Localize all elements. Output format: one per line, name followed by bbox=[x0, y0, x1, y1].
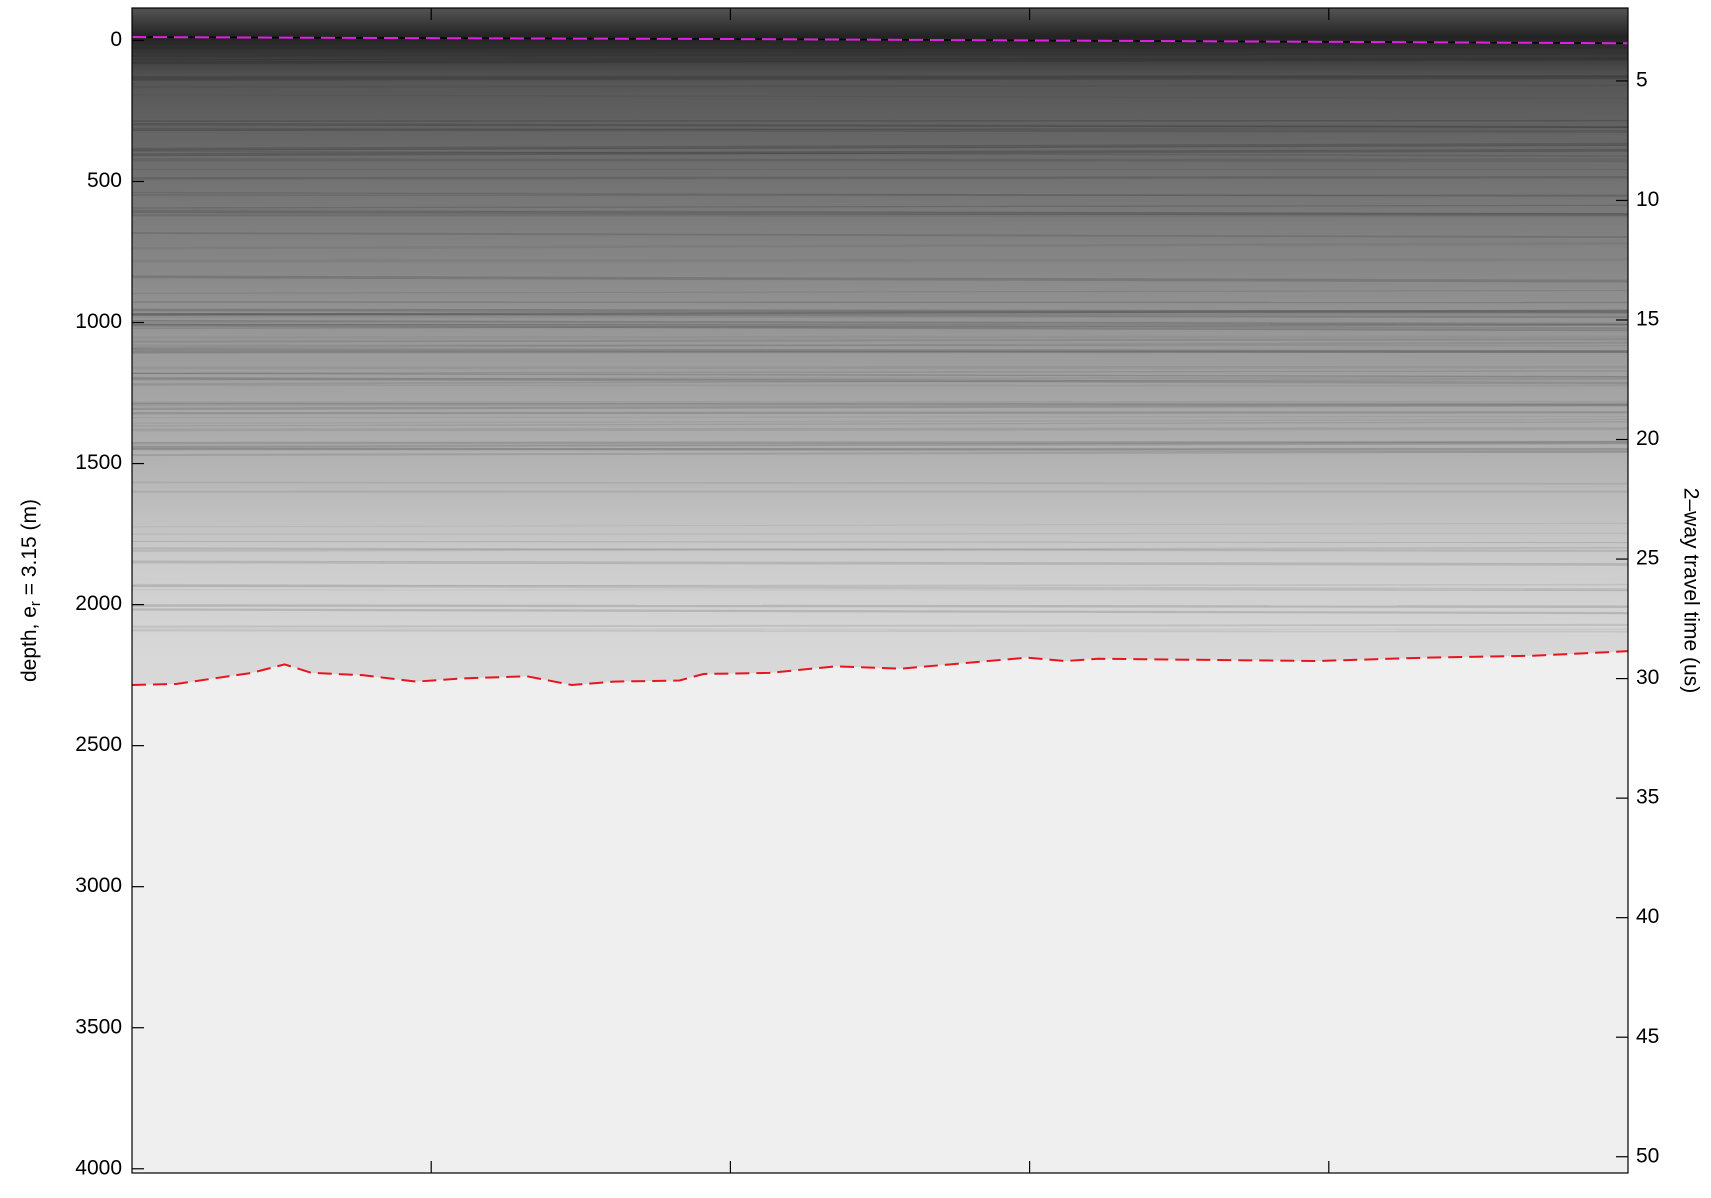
y-tick-label: 1000 bbox=[75, 310, 122, 333]
layer bbox=[132, 77, 1628, 78]
y2-tick-label: 10 bbox=[1636, 188, 1659, 211]
y2-tick-label: 40 bbox=[1636, 905, 1659, 928]
y2-tick-label: 35 bbox=[1636, 786, 1659, 809]
y2-tick-label: 15 bbox=[1636, 308, 1659, 331]
y-tick-label: 3500 bbox=[75, 1015, 122, 1038]
y2-tick-label: 20 bbox=[1636, 427, 1659, 450]
layer bbox=[132, 215, 1628, 216]
layer bbox=[132, 177, 1628, 178]
y-tick-label: 4000 bbox=[75, 1156, 122, 1179]
y2-axis-label: 2–way travel time (us) bbox=[1679, 488, 1702, 693]
y-tick-label: 500 bbox=[87, 169, 122, 192]
layer bbox=[132, 337, 1628, 338]
layer bbox=[132, 260, 1628, 261]
layer bbox=[132, 533, 1628, 534]
layer bbox=[132, 385, 1628, 386]
layer bbox=[132, 352, 1628, 353]
y-tick-label: 1500 bbox=[75, 451, 122, 474]
y2-tick-label: 25 bbox=[1636, 547, 1659, 570]
layer bbox=[132, 310, 1628, 312]
y-axis-label: depth, er = 3.15 (m) bbox=[18, 499, 44, 682]
layer bbox=[132, 442, 1628, 443]
y-tick-label: 2500 bbox=[75, 733, 122, 756]
y-tick-label: 0 bbox=[110, 28, 122, 51]
y2-tick-label: 45 bbox=[1636, 1025, 1659, 1048]
layer bbox=[132, 159, 1628, 161]
y-tick-label: 3000 bbox=[75, 874, 122, 897]
layer bbox=[132, 302, 1628, 303]
layer bbox=[132, 631, 1628, 632]
layer bbox=[132, 121, 1628, 122]
y2-tick-label: 30 bbox=[1636, 666, 1659, 689]
y2-tick-label: 50 bbox=[1636, 1144, 1659, 1167]
layer bbox=[132, 367, 1628, 368]
basal-region bbox=[132, 651, 1628, 1173]
layer bbox=[132, 429, 1628, 430]
layer bbox=[132, 402, 1628, 403]
layer bbox=[132, 605, 1628, 606]
layer bbox=[132, 412, 1628, 413]
y-tick-label: 2000 bbox=[75, 592, 122, 615]
y2-tick-label: 5 bbox=[1636, 68, 1648, 91]
